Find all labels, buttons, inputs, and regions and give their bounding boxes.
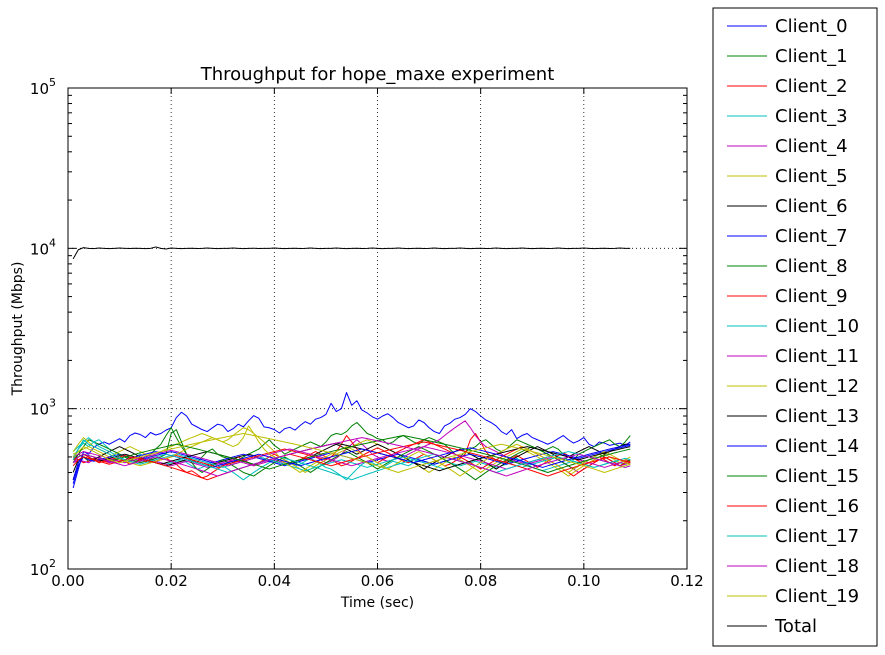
legend-entry-label: Client_15 [775, 466, 859, 487]
x-tick-label: 0.00 [51, 572, 84, 590]
legend: Client_0 Client_1 Client_2 Client_3 Client_4… [712, 7, 878, 647]
y-axis-label: Throughput (Mbps) [10, 262, 26, 397]
legend-entry-label: Client_13 [775, 406, 859, 427]
legend-entry-label: Client_6 [775, 196, 848, 217]
legend-entry-label: Client_4 [775, 136, 848, 157]
legend-entry-label: Client_17 [775, 526, 859, 547]
series-line-client-19 [72, 433, 631, 473]
y-tick-base: 10 [30, 561, 49, 579]
y-tick-base: 10 [30, 401, 49, 419]
series-line-client-12 [72, 425, 631, 477]
y-tick-label: 105 [30, 76, 56, 98]
legend-entry-label: Client_11 [775, 346, 859, 367]
legend-entry-label: Client_8 [775, 256, 848, 277]
y-tick-label: 102 [30, 557, 56, 579]
legend-entry-label: Client_1 [775, 46, 848, 67]
series-line-client-0 [72, 392, 631, 489]
series-line-client-15 [72, 435, 631, 473]
x-axis-label: Time (sec) [340, 595, 414, 611]
y-tick-label: 104 [30, 236, 56, 258]
series-line-client-10 [72, 437, 631, 472]
series-line-client-17 [72, 439, 631, 481]
legend-entry-label: Client_2 [775, 76, 848, 97]
legend-entry-label: Client_16 [775, 496, 859, 517]
series-line-client-18 [72, 437, 631, 477]
legend-entry-label: Client_0 [775, 16, 848, 37]
x-tick-label: 0.06 [361, 572, 394, 590]
legend-entry-label: Client_5 [775, 166, 848, 187]
legend-entry-label: Client_12 [775, 376, 859, 397]
x-tick-label: 0.08 [464, 572, 497, 590]
legend-entry-label: Client_18 [775, 556, 859, 577]
series-layer [72, 246, 631, 489]
legend-frame [712, 7, 878, 647]
y-tick-base: 10 [30, 80, 49, 98]
y-tick-label: 103 [30, 397, 56, 419]
y-tick-exponent: 5 [49, 76, 56, 89]
series-line-client-16 [72, 441, 631, 481]
legend-entry-label: Client_3 [775, 106, 848, 127]
chart-title: Throughput for hope_maxe experiment [200, 64, 555, 85]
x-tick-label: 0.04 [258, 572, 291, 590]
y-tick-base: 10 [30, 240, 49, 258]
legend-entry-label: Client_14 [775, 436, 859, 457]
legend-entry-label: Total [774, 616, 817, 637]
legend-entry-label: Client_19 [775, 586, 859, 607]
legend-entry-label: Client_7 [775, 226, 848, 247]
series-line-total [72, 246, 631, 260]
y-tick-exponent: 3 [49, 397, 56, 410]
legend-entry-label: Client_9 [775, 286, 848, 307]
x-tick-label: 0.02 [154, 572, 187, 590]
x-tick-label: 0.12 [670, 572, 703, 590]
legend-entry-label: Client_10 [775, 316, 859, 337]
x-tick-label: 0.10 [567, 572, 600, 590]
series-line-client-4 [72, 420, 631, 473]
grid-lines [68, 88, 687, 569]
y-tick-exponent: 2 [49, 557, 56, 570]
y-tick-exponent: 4 [49, 236, 56, 249]
